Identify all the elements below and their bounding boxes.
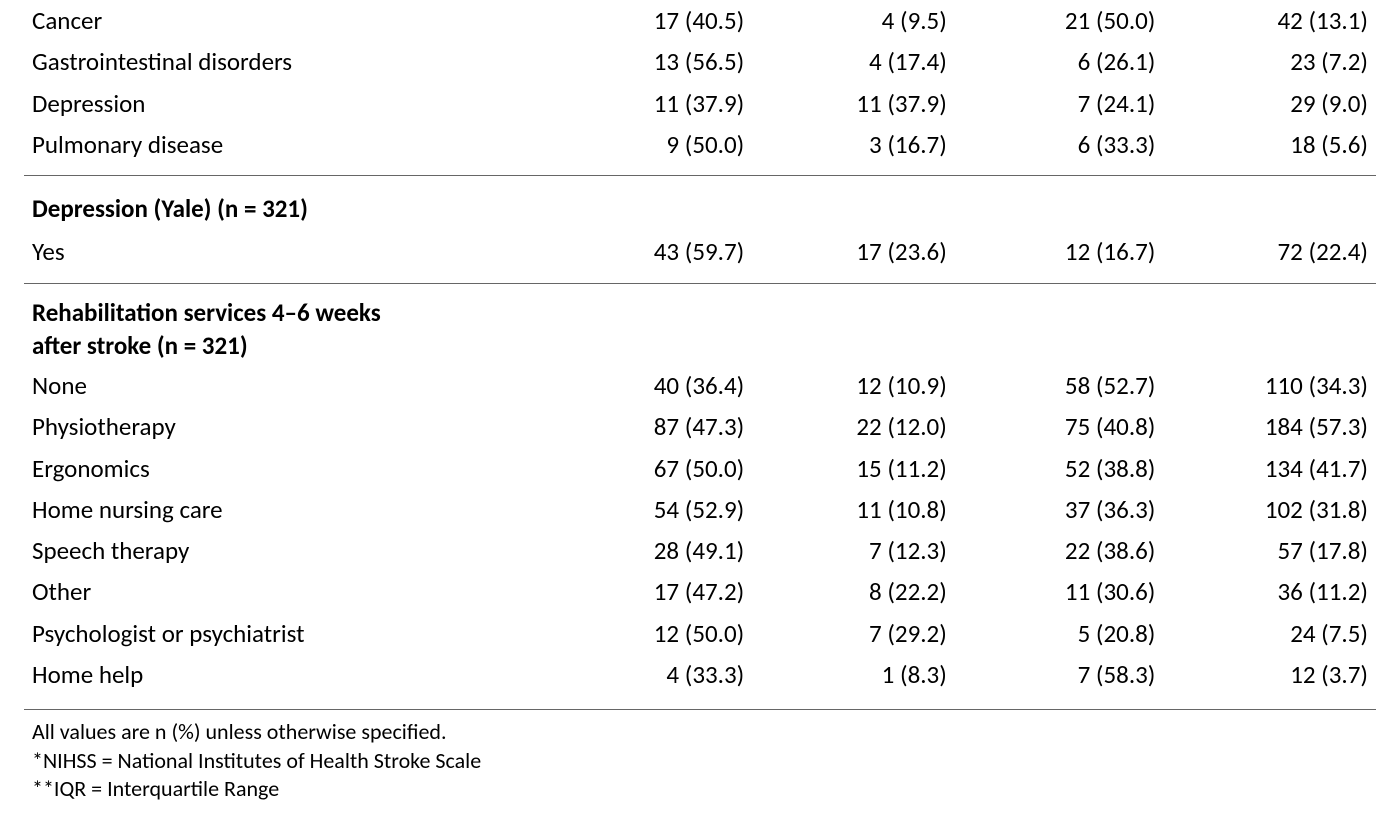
- cell-value: 7 (24.1): [987, 83, 1186, 124]
- table-row: Home help 4 (33.3) 1 (8.3) 7 (58.3) 12 (…: [24, 654, 1376, 695]
- cell-label: Speech therapy: [24, 530, 586, 571]
- cell-value: 22 (12.0): [786, 406, 987, 447]
- cell-label: Ergonomics: [24, 448, 586, 489]
- cell-value: 54 (52.9): [586, 489, 787, 530]
- section-header-rehab: Rehabilitation services 4–6 weeks after …: [24, 283, 1376, 365]
- cell-value: 37 (36.3): [987, 489, 1186, 530]
- table-row: None 40 (36.4) 12 (10.9) 58 (52.7) 110 (…: [24, 365, 1376, 406]
- section-header-text: Depression (Yale) (n = 321): [24, 176, 1376, 232]
- cell-label: Cancer: [24, 0, 586, 41]
- cell-value: 12 (10.9): [786, 365, 987, 406]
- cell-value: 42 (13.1): [1185, 0, 1376, 41]
- rehab-header-line2: after stroke (n = 321): [32, 330, 248, 361]
- cell-value: 75 (40.8): [987, 406, 1186, 447]
- cell-value: 58 (52.7): [987, 365, 1186, 406]
- cell-value: 21 (50.0): [987, 0, 1186, 41]
- table-row: Speech therapy 28 (49.1) 7 (12.3) 22 (38…: [24, 530, 1376, 571]
- cell-value: 72 (22.4): [1185, 231, 1376, 283]
- cell-value: 43 (59.7): [586, 231, 787, 283]
- table-row: Yes 43 (59.7) 17 (23.6) 12 (16.7) 72 (22…: [24, 231, 1376, 283]
- cell-value: 11 (37.9): [586, 83, 787, 124]
- cell-label: None: [24, 365, 586, 406]
- section-header-depression: Depression (Yale) (n = 321): [24, 176, 1376, 232]
- table-row: Physiotherapy 87 (47.3) 22 (12.0) 75 (40…: [24, 406, 1376, 447]
- cell-value: 11 (30.6): [987, 571, 1186, 612]
- cell-label: Physiotherapy: [24, 406, 586, 447]
- cell-label: Other: [24, 571, 586, 612]
- cell-value: 7 (58.3): [987, 654, 1186, 695]
- cell-value: 6 (33.3): [987, 124, 1186, 176]
- cell-label: Psychologist or psychiatrist: [24, 613, 586, 654]
- cell-label: Gastrointestinal disorders: [24, 41, 586, 82]
- cell-value: 57 (17.8): [1185, 530, 1376, 571]
- cell-value: 11 (37.9): [786, 83, 987, 124]
- cell-value: 12 (50.0): [586, 613, 787, 654]
- cell-value: 22 (38.6): [987, 530, 1186, 571]
- cell-value: 28 (49.1): [586, 530, 787, 571]
- cell-value: 1 (8.3): [786, 654, 987, 695]
- cell-label: Yes: [24, 231, 586, 283]
- table-row: Other 17 (47.2) 8 (22.2) 11 (30.6) 36 (1…: [24, 571, 1376, 612]
- footnote-line: **IQR = Interquartile Range: [32, 775, 1376, 804]
- cell-value: 18 (5.6): [1185, 124, 1376, 176]
- section-header-text: Rehabilitation services 4–6 weeks after …: [24, 283, 1376, 365]
- cell-value: 4 (9.5): [786, 0, 987, 41]
- table-row: Home nursing care 54 (52.9) 11 (10.8) 37…: [24, 489, 1376, 530]
- cell-value: 184 (57.3): [1185, 406, 1376, 447]
- cell-value: 7 (12.3): [786, 530, 987, 571]
- cell-value: 9 (50.0): [586, 124, 787, 176]
- cell-value: 15 (11.2): [786, 448, 987, 489]
- cell-label: Home help: [24, 654, 586, 695]
- cell-value: 5 (20.8): [987, 613, 1186, 654]
- table-row: Ergonomics 67 (50.0) 15 (11.2) 52 (38.8)…: [24, 448, 1376, 489]
- cell-value: 12 (16.7): [987, 231, 1186, 283]
- table-body: Cancer 17 (40.5) 4 (9.5) 21 (50.0) 42 (1…: [24, 0, 1376, 695]
- cell-value: 4 (33.3): [586, 654, 787, 695]
- cell-value: 24 (7.5): [1185, 613, 1376, 654]
- cell-value: 52 (38.8): [987, 448, 1186, 489]
- cell-label: Home nursing care: [24, 489, 586, 530]
- cell-value: 17 (40.5): [586, 0, 787, 41]
- table-row: Depression 11 (37.9) 11 (37.9) 7 (24.1) …: [24, 83, 1376, 124]
- table-row: Psychologist or psychiatrist 12 (50.0) 7…: [24, 613, 1376, 654]
- cell-value: 4 (17.4): [786, 41, 987, 82]
- rehab-header-line1: Rehabilitation services 4–6 weeks: [32, 297, 381, 328]
- cell-value: 110 (34.3): [1185, 365, 1376, 406]
- cell-value: 87 (47.3): [586, 406, 787, 447]
- table-row: Pulmonary disease 9 (50.0) 3 (16.7) 6 (3…: [24, 124, 1376, 176]
- cell-label: Depression: [24, 83, 586, 124]
- cell-value: 102 (31.8): [1185, 489, 1376, 530]
- cell-value: 67 (50.0): [586, 448, 787, 489]
- table-row: Cancer 17 (40.5) 4 (9.5) 21 (50.0) 42 (1…: [24, 0, 1376, 41]
- cell-value: 12 (3.7): [1185, 654, 1376, 695]
- cell-label: Pulmonary disease: [24, 124, 586, 176]
- cell-value: 23 (7.2): [1185, 41, 1376, 82]
- cell-value: 7 (29.2): [786, 613, 987, 654]
- cell-value: 134 (41.7): [1185, 448, 1376, 489]
- data-table: Cancer 17 (40.5) 4 (9.5) 21 (50.0) 42 (1…: [24, 0, 1376, 695]
- cell-value: 6 (26.1): [987, 41, 1186, 82]
- cell-value: 11 (10.8): [786, 489, 987, 530]
- footnote-line: *NIHSS = National Institutes of Health S…: [32, 747, 1376, 776]
- cell-value: 36 (11.2): [1185, 571, 1376, 612]
- cell-value: 17 (47.2): [586, 571, 787, 612]
- cell-value: 8 (22.2): [786, 571, 987, 612]
- cell-value: 3 (16.7): [786, 124, 987, 176]
- footnote-line: All values are n (%) unless otherwise sp…: [32, 718, 1376, 747]
- table-row: Gastrointestinal disorders 13 (56.5) 4 (…: [24, 41, 1376, 82]
- table-footnotes: All values are n (%) unless otherwise sp…: [24, 709, 1376, 804]
- cell-value: 40 (36.4): [586, 365, 787, 406]
- cell-value: 17 (23.6): [786, 231, 987, 283]
- cell-value: 29 (9.0): [1185, 83, 1376, 124]
- cell-value: 13 (56.5): [586, 41, 787, 82]
